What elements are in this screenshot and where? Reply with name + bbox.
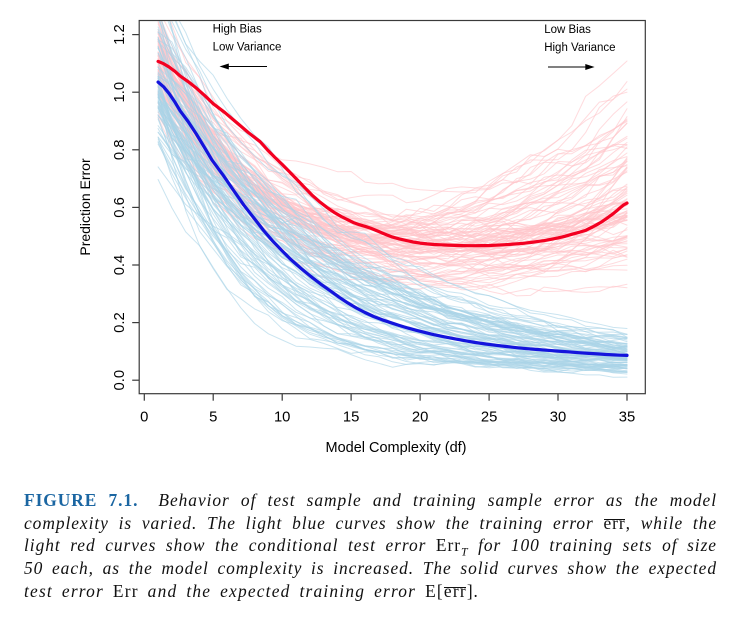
svg-text:35: 35 [619, 410, 635, 426]
svg-text:15: 15 [343, 410, 359, 426]
svg-text:0.8: 0.8 [112, 140, 128, 161]
svg-text:High Bias: High Bias [213, 24, 262, 36]
svg-text:1.0: 1.0 [112, 82, 128, 103]
svg-text:Low Variance: Low Variance [213, 41, 282, 53]
svg-text:High Variance: High Variance [544, 42, 615, 54]
svg-text:0.2: 0.2 [112, 312, 128, 333]
svg-text:0.4: 0.4 [112, 255, 128, 276]
svg-text:10: 10 [274, 410, 290, 426]
svg-text:0.6: 0.6 [112, 197, 128, 218]
svg-text:0.0: 0.0 [112, 370, 128, 391]
svg-text:30: 30 [550, 410, 566, 426]
svg-text:25: 25 [481, 410, 497, 426]
svg-text:5: 5 [209, 410, 217, 426]
svg-text:Low Bias: Low Bias [544, 24, 591, 36]
svg-text:0: 0 [140, 410, 148, 426]
svg-text:20: 20 [412, 410, 428, 426]
svg-text:Prediction Error: Prediction Error [77, 158, 93, 256]
svg-text:Model Complexity (df): Model Complexity (df) [325, 440, 466, 456]
svg-text:1.2: 1.2 [112, 24, 128, 45]
